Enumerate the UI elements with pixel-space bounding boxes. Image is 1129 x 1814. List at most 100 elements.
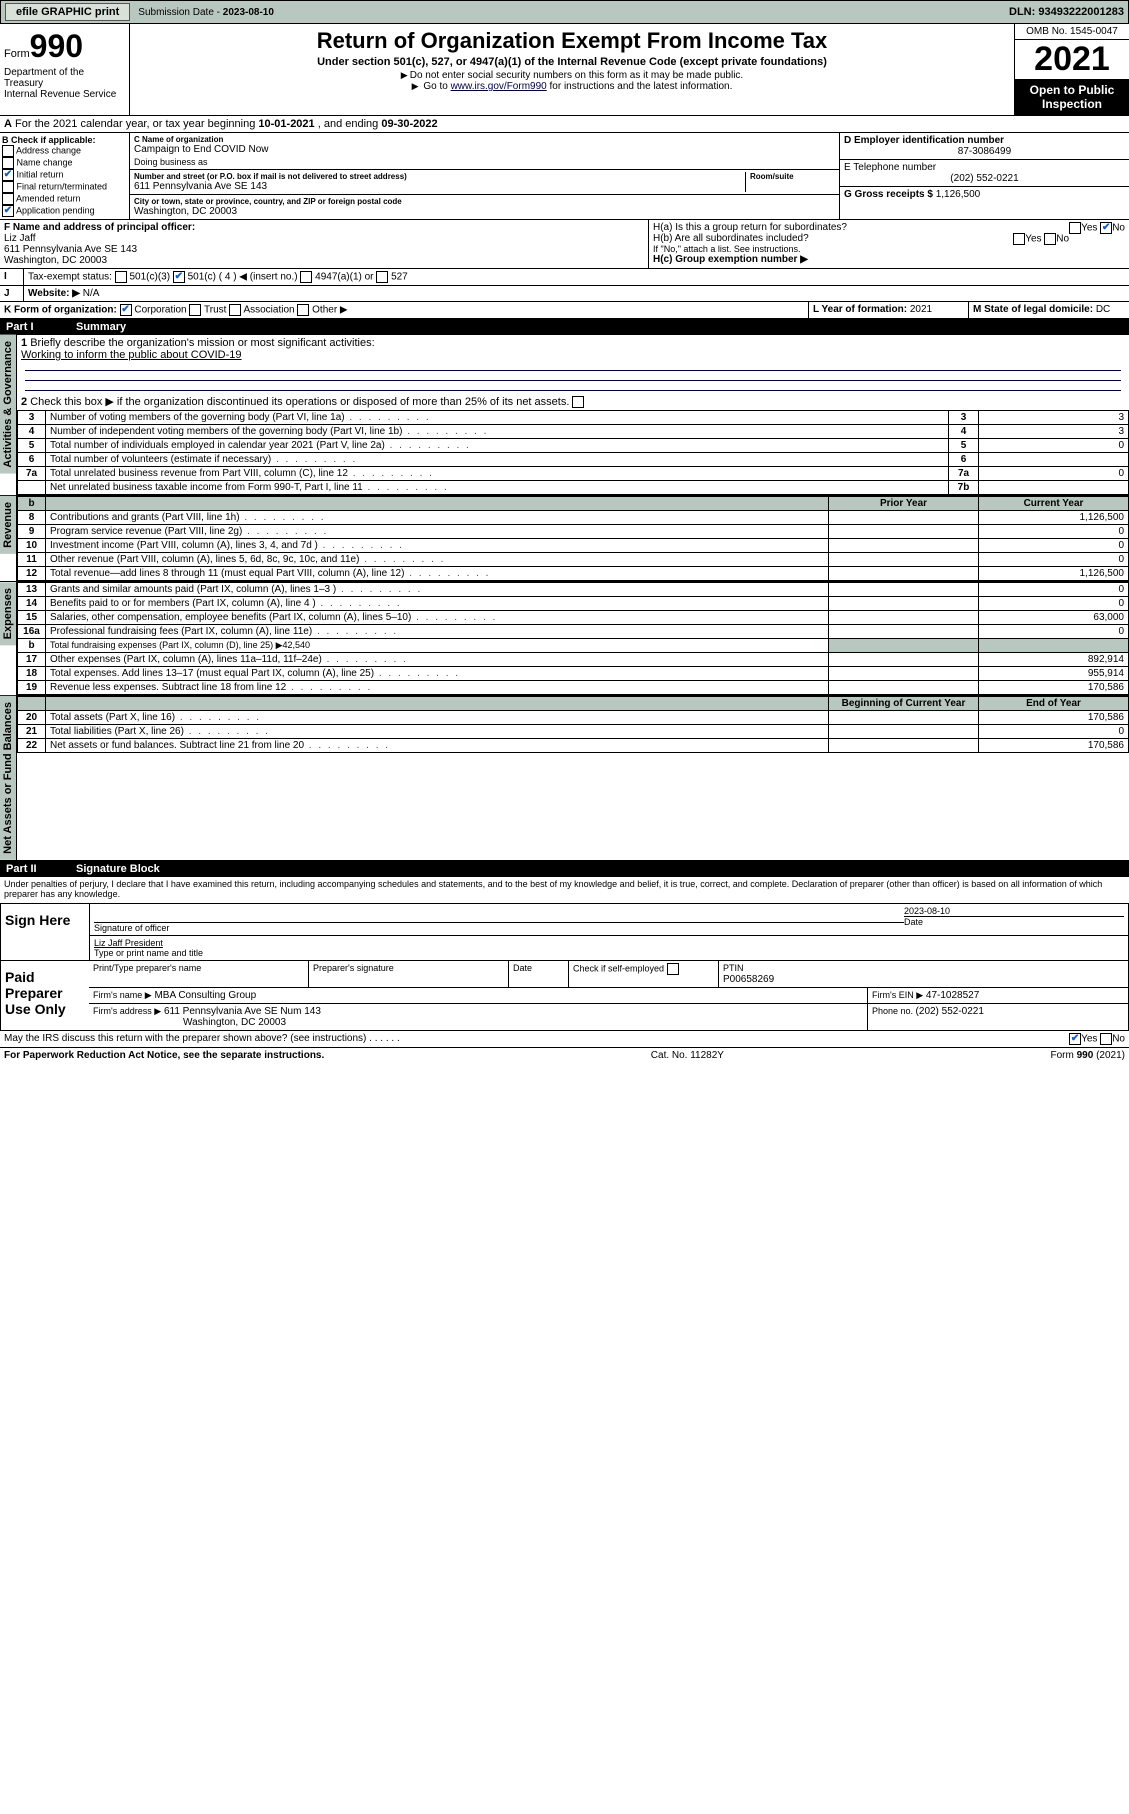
chk-other[interactable] xyxy=(297,304,309,316)
firm-name-label: Firm's name ▶ xyxy=(93,990,152,1000)
ptin-value: P00658269 xyxy=(723,974,774,985)
line-ref: 6 xyxy=(949,453,979,467)
line-desc: Grants and similar amounts paid (Part IX… xyxy=(46,583,829,597)
box-b: B Check if applicable: Address change Na… xyxy=(0,133,130,219)
vlabel-netassets: Net Assets or Fund Balances xyxy=(0,696,16,860)
line-no: 12 xyxy=(18,567,46,581)
omb-number: OMB No. 1545-0047 xyxy=(1015,24,1129,40)
chk-self-employed[interactable] xyxy=(667,963,679,975)
room-label: Room/suite xyxy=(750,172,835,181)
revenue-table: bPrior YearCurrent Year 8Contributions a… xyxy=(17,496,1129,581)
chk-amended[interactable]: Amended return xyxy=(2,193,127,205)
part1-governance: Activities & Governance 1 Briefly descri… xyxy=(0,335,1129,496)
discuss-text: May the IRS discuss this return with the… xyxy=(4,1033,366,1044)
chk-501c3[interactable] xyxy=(115,271,127,283)
curr-amt: 63,000 xyxy=(979,611,1129,625)
hb-yes[interactable] xyxy=(1013,233,1025,245)
line-desc: Net unrelated business taxable income fr… xyxy=(46,481,949,495)
curr-amt xyxy=(979,639,1129,653)
form-header: Form990 Department of the Treasury Inter… xyxy=(0,24,1129,116)
vlabel-revenue: Revenue xyxy=(0,496,16,554)
efile-print-button[interactable]: efile GRAPHIC print xyxy=(5,3,130,21)
chk-corp[interactable] xyxy=(120,304,132,316)
curr-amt: 0 xyxy=(979,625,1129,639)
prep-sig-label: Preparer's signature xyxy=(313,963,394,973)
gross-value: 1,126,500 xyxy=(936,189,981,200)
chk-assoc[interactable] xyxy=(229,304,241,316)
line-no: 15 xyxy=(18,611,46,625)
box-d-e-g: D Employer identification number 87-3086… xyxy=(839,133,1129,219)
line-no: 4 xyxy=(18,425,46,439)
irs-label: Internal Revenue Service xyxy=(4,89,125,100)
line-no: 11 xyxy=(18,553,46,567)
line-desc: Investment income (Part VIII, column (A)… xyxy=(46,539,829,553)
chk-initial-return[interactable]: Initial return xyxy=(2,169,127,181)
sig-officer-label: Signature of officer xyxy=(94,923,169,933)
prior-amt xyxy=(829,539,979,553)
paid-preparer-label: Paid Preparer Use Only xyxy=(1,961,89,1030)
officer-name: Liz Jaff xyxy=(4,233,36,244)
chk-name-change[interactable]: Name change xyxy=(2,157,127,169)
line-ref: 7a xyxy=(949,467,979,481)
chk-final-return[interactable]: Final return/terminated xyxy=(2,181,127,193)
box-f: F Name and address of principal officer:… xyxy=(0,220,649,268)
line-amt: 3 xyxy=(979,425,1129,439)
form-number: Form990 xyxy=(4,28,125,65)
dln: DLN: 93493222001283 xyxy=(1009,6,1124,18)
chk-501c[interactable] xyxy=(173,271,185,283)
box-g: G Gross receipts $ 1,126,500 xyxy=(840,187,1129,202)
city-row: City or town, state or province, country… xyxy=(130,195,839,219)
date-label: Date xyxy=(904,917,923,927)
line-amt: 3 xyxy=(979,411,1129,425)
org-name: Campaign to End COVID Now xyxy=(134,144,835,155)
discuss-no[interactable] xyxy=(1100,1033,1112,1045)
line-no: 14 xyxy=(18,597,46,611)
top-toolbar: efile GRAPHIC print Submission Date - 20… xyxy=(0,0,1129,24)
chk-discontinued[interactable] xyxy=(572,396,584,408)
line-no: 19 xyxy=(18,681,46,695)
header-right: OMB No. 1545-0047 2021 Open to Public In… xyxy=(1014,24,1129,115)
prior-amt xyxy=(829,667,979,681)
firm-ein-label: Firm's EIN ▶ xyxy=(872,990,923,1000)
prior-amt xyxy=(829,653,979,667)
signature-block: Sign Here Signature of officer 2023-08-1… xyxy=(0,903,1129,1031)
ha-no[interactable] xyxy=(1100,222,1112,234)
prior-amt xyxy=(829,725,979,739)
mission-text: Working to inform the public about COVID… xyxy=(21,349,242,361)
chk-address-change[interactable]: Address change xyxy=(2,145,127,157)
ein-value: 87-3086499 xyxy=(844,146,1125,157)
chk-527[interactable] xyxy=(376,271,388,283)
line-no: b xyxy=(18,639,46,653)
prior-amt xyxy=(829,583,979,597)
hb-no[interactable] xyxy=(1044,233,1056,245)
firm-addr-label: Firm's address ▶ xyxy=(93,1006,161,1016)
curr-amt: 0 xyxy=(979,597,1129,611)
line-no: 20 xyxy=(18,711,46,725)
irs-link[interactable]: www.irs.gov/Form990 xyxy=(451,81,547,92)
chk-trust[interactable] xyxy=(189,304,201,316)
prior-amt xyxy=(829,511,979,525)
line-desc: Total assets (Part X, line 16) xyxy=(46,711,829,725)
curr-amt: 0 xyxy=(979,553,1129,567)
line-no: 7a xyxy=(18,467,46,481)
h-a: H(a) Is this a group return for subordin… xyxy=(653,222,1125,233)
chk-4947[interactable] xyxy=(300,271,312,283)
discuss-row: May the IRS discuss this return with the… xyxy=(0,1031,1129,1048)
chk-app-pending[interactable]: Application pending xyxy=(2,205,127,217)
box-k-l-m: K Form of organization: Corporation Trus… xyxy=(0,302,1129,319)
discuss-yes[interactable] xyxy=(1069,1033,1081,1045)
phone-value: (202) 552-0221 xyxy=(844,173,1125,184)
officer-addr1: 611 Pennsylvania Ave SE 143 xyxy=(4,244,137,255)
line-ref: 3 xyxy=(949,411,979,425)
line-no: 5 xyxy=(18,439,46,453)
line-desc: Other revenue (Part VIII, column (A), li… xyxy=(46,553,829,567)
ha-yes[interactable] xyxy=(1069,222,1081,234)
line-no: 22 xyxy=(18,739,46,753)
line-desc: Total fundraising expenses (Part IX, col… xyxy=(46,639,829,653)
prior-amt xyxy=(829,711,979,725)
line-amt xyxy=(979,481,1129,495)
street-row: Number and street (or P.O. box if mail i… xyxy=(130,170,839,195)
vlabel-governance: Activities & Governance xyxy=(0,335,16,474)
line-a-taxyear: A For the 2021 calendar year, or tax yea… xyxy=(0,116,1129,133)
street-label: Number and street (or P.O. box if mail i… xyxy=(134,172,745,181)
